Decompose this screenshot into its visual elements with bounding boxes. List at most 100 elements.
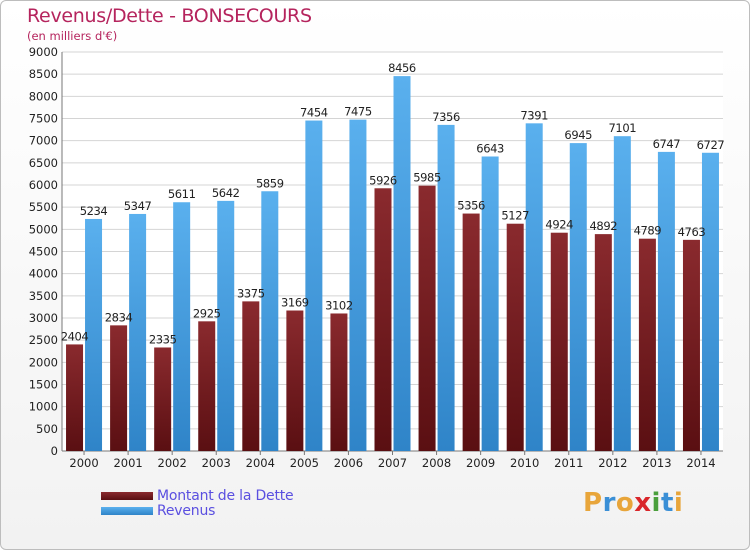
legend-label-dette: Montant de la Dette — [157, 488, 294, 504]
bar-dette — [154, 347, 172, 451]
x-tick-label: 2001 — [113, 456, 142, 470]
data-label-dette: 4763 — [678, 225, 706, 239]
data-label-revenus: 5347 — [124, 199, 152, 213]
bar-dette — [682, 239, 700, 451]
bar-revenus — [349, 119, 367, 451]
y-tick-label: 4000 — [29, 267, 58, 281]
data-label-dette: 5926 — [369, 173, 397, 187]
bar-dette — [462, 213, 480, 451]
data-label-dette: 3375 — [237, 286, 265, 300]
bar-revenus — [173, 202, 191, 451]
data-label-dette: 3169 — [281, 296, 309, 310]
y-tick-label: 5000 — [29, 222, 58, 236]
x-tick-label: 2004 — [246, 456, 275, 470]
bar-dette — [594, 234, 612, 451]
logo-letter: o — [615, 488, 635, 518]
y-tick-label: 0 — [51, 444, 58, 458]
data-label-dette: 2834 — [105, 310, 133, 324]
y-tick-label: 6500 — [29, 156, 58, 170]
data-label-dette: 3102 — [325, 298, 353, 312]
data-label-revenus: 6643 — [476, 141, 504, 155]
y-tick-label: 8500 — [29, 67, 58, 81]
data-label-dette: 5127 — [501, 209, 529, 223]
bar-dette — [638, 238, 656, 451]
bar-dette — [110, 325, 128, 451]
logo-letter: i — [673, 488, 684, 518]
bar-dette — [374, 188, 392, 451]
data-label-revenus: 7101 — [608, 121, 636, 135]
logo-letter: P — [583, 488, 603, 518]
x-tick-label: 2005 — [290, 456, 319, 470]
bar-dette — [66, 344, 84, 451]
x-tick-label: 2006 — [334, 456, 363, 470]
x-tick-label: 2010 — [510, 456, 539, 470]
y-tick-label: 8000 — [29, 89, 58, 103]
legend-swatch-dette — [101, 492, 153, 500]
y-tick-label: 2500 — [29, 333, 58, 347]
bar-revenus — [525, 123, 543, 451]
logo-letter: i — [651, 488, 661, 518]
bar-dette — [418, 185, 436, 452]
y-tick-label: 500 — [36, 422, 58, 436]
x-tick-label: 2011 — [554, 456, 583, 470]
data-label-dette: 5356 — [457, 199, 485, 213]
data-label-revenus: 6727 — [697, 138, 725, 152]
y-tick-label: 3000 — [29, 311, 58, 325]
y-tick-label: 7500 — [29, 112, 58, 126]
x-tick-label: 2002 — [158, 456, 187, 470]
x-tick-label: 2007 — [378, 456, 407, 470]
data-label-revenus: 5642 — [212, 186, 240, 200]
bar-revenus — [305, 120, 323, 451]
data-label-revenus: 5611 — [168, 187, 196, 201]
y-tick-label: 7000 — [29, 134, 58, 148]
data-label-revenus: 5234 — [80, 204, 108, 218]
x-tick-label: 2014 — [686, 456, 715, 470]
data-label-dette: 5985 — [413, 171, 441, 185]
chart-title: Revenus/Dette - BONSECOURS — [27, 5, 312, 27]
x-tick-label: 2008 — [422, 456, 451, 470]
logo-letter: r — [602, 488, 616, 518]
data-label-revenus: 6747 — [653, 137, 681, 151]
x-tick-label: 2013 — [642, 456, 671, 470]
data-label-revenus: 7356 — [432, 110, 460, 124]
legend-swatch-revenus — [101, 507, 153, 515]
y-tick-label: 4500 — [29, 245, 58, 259]
y-tick-label: 2000 — [29, 355, 58, 369]
bar-revenus — [437, 124, 455, 451]
data-label-revenus: 8456 — [388, 61, 416, 75]
data-label-dette: 4924 — [545, 218, 573, 232]
bar-dette — [330, 313, 348, 451]
x-tick-label: 2012 — [598, 456, 627, 470]
logo-letter: t — [660, 488, 674, 518]
y-tick-label: 1500 — [29, 378, 58, 392]
bar-revenus — [217, 200, 235, 451]
y-tick-label: 9000 — [29, 45, 58, 59]
y-tick-label: 1000 — [29, 400, 58, 414]
x-tick-label: 2003 — [202, 456, 231, 470]
bar-revenus — [85, 218, 103, 451]
chart-subtitle: (en milliers d'€) — [27, 29, 118, 43]
bar-dette — [506, 223, 524, 451]
y-tick-label: 3500 — [29, 289, 58, 303]
data-label-dette: 2335 — [149, 332, 177, 346]
x-tick-label: 2009 — [466, 456, 495, 470]
data-label-revenus: 7454 — [300, 106, 328, 120]
bar-revenus — [129, 213, 147, 451]
bar-dette — [286, 310, 304, 451]
data-label-dette: 2925 — [193, 306, 221, 320]
bar-revenus — [613, 136, 631, 451]
data-label-revenus: 7475 — [344, 105, 372, 119]
bar-dette — [242, 301, 260, 451]
y-tick-label: 5500 — [29, 200, 58, 214]
data-label-revenus: 6945 — [564, 128, 592, 142]
bar-revenus — [701, 152, 719, 452]
y-tick-label: 6000 — [29, 178, 58, 192]
bar-dette — [550, 232, 568, 451]
proxiti-logo: Proxiti — [583, 488, 683, 518]
x-tick-label: 2000 — [69, 456, 98, 470]
data-label-dette: 2404 — [61, 329, 89, 343]
bar-revenus — [569, 143, 587, 452]
legend-label-revenus: Revenus — [157, 503, 216, 519]
